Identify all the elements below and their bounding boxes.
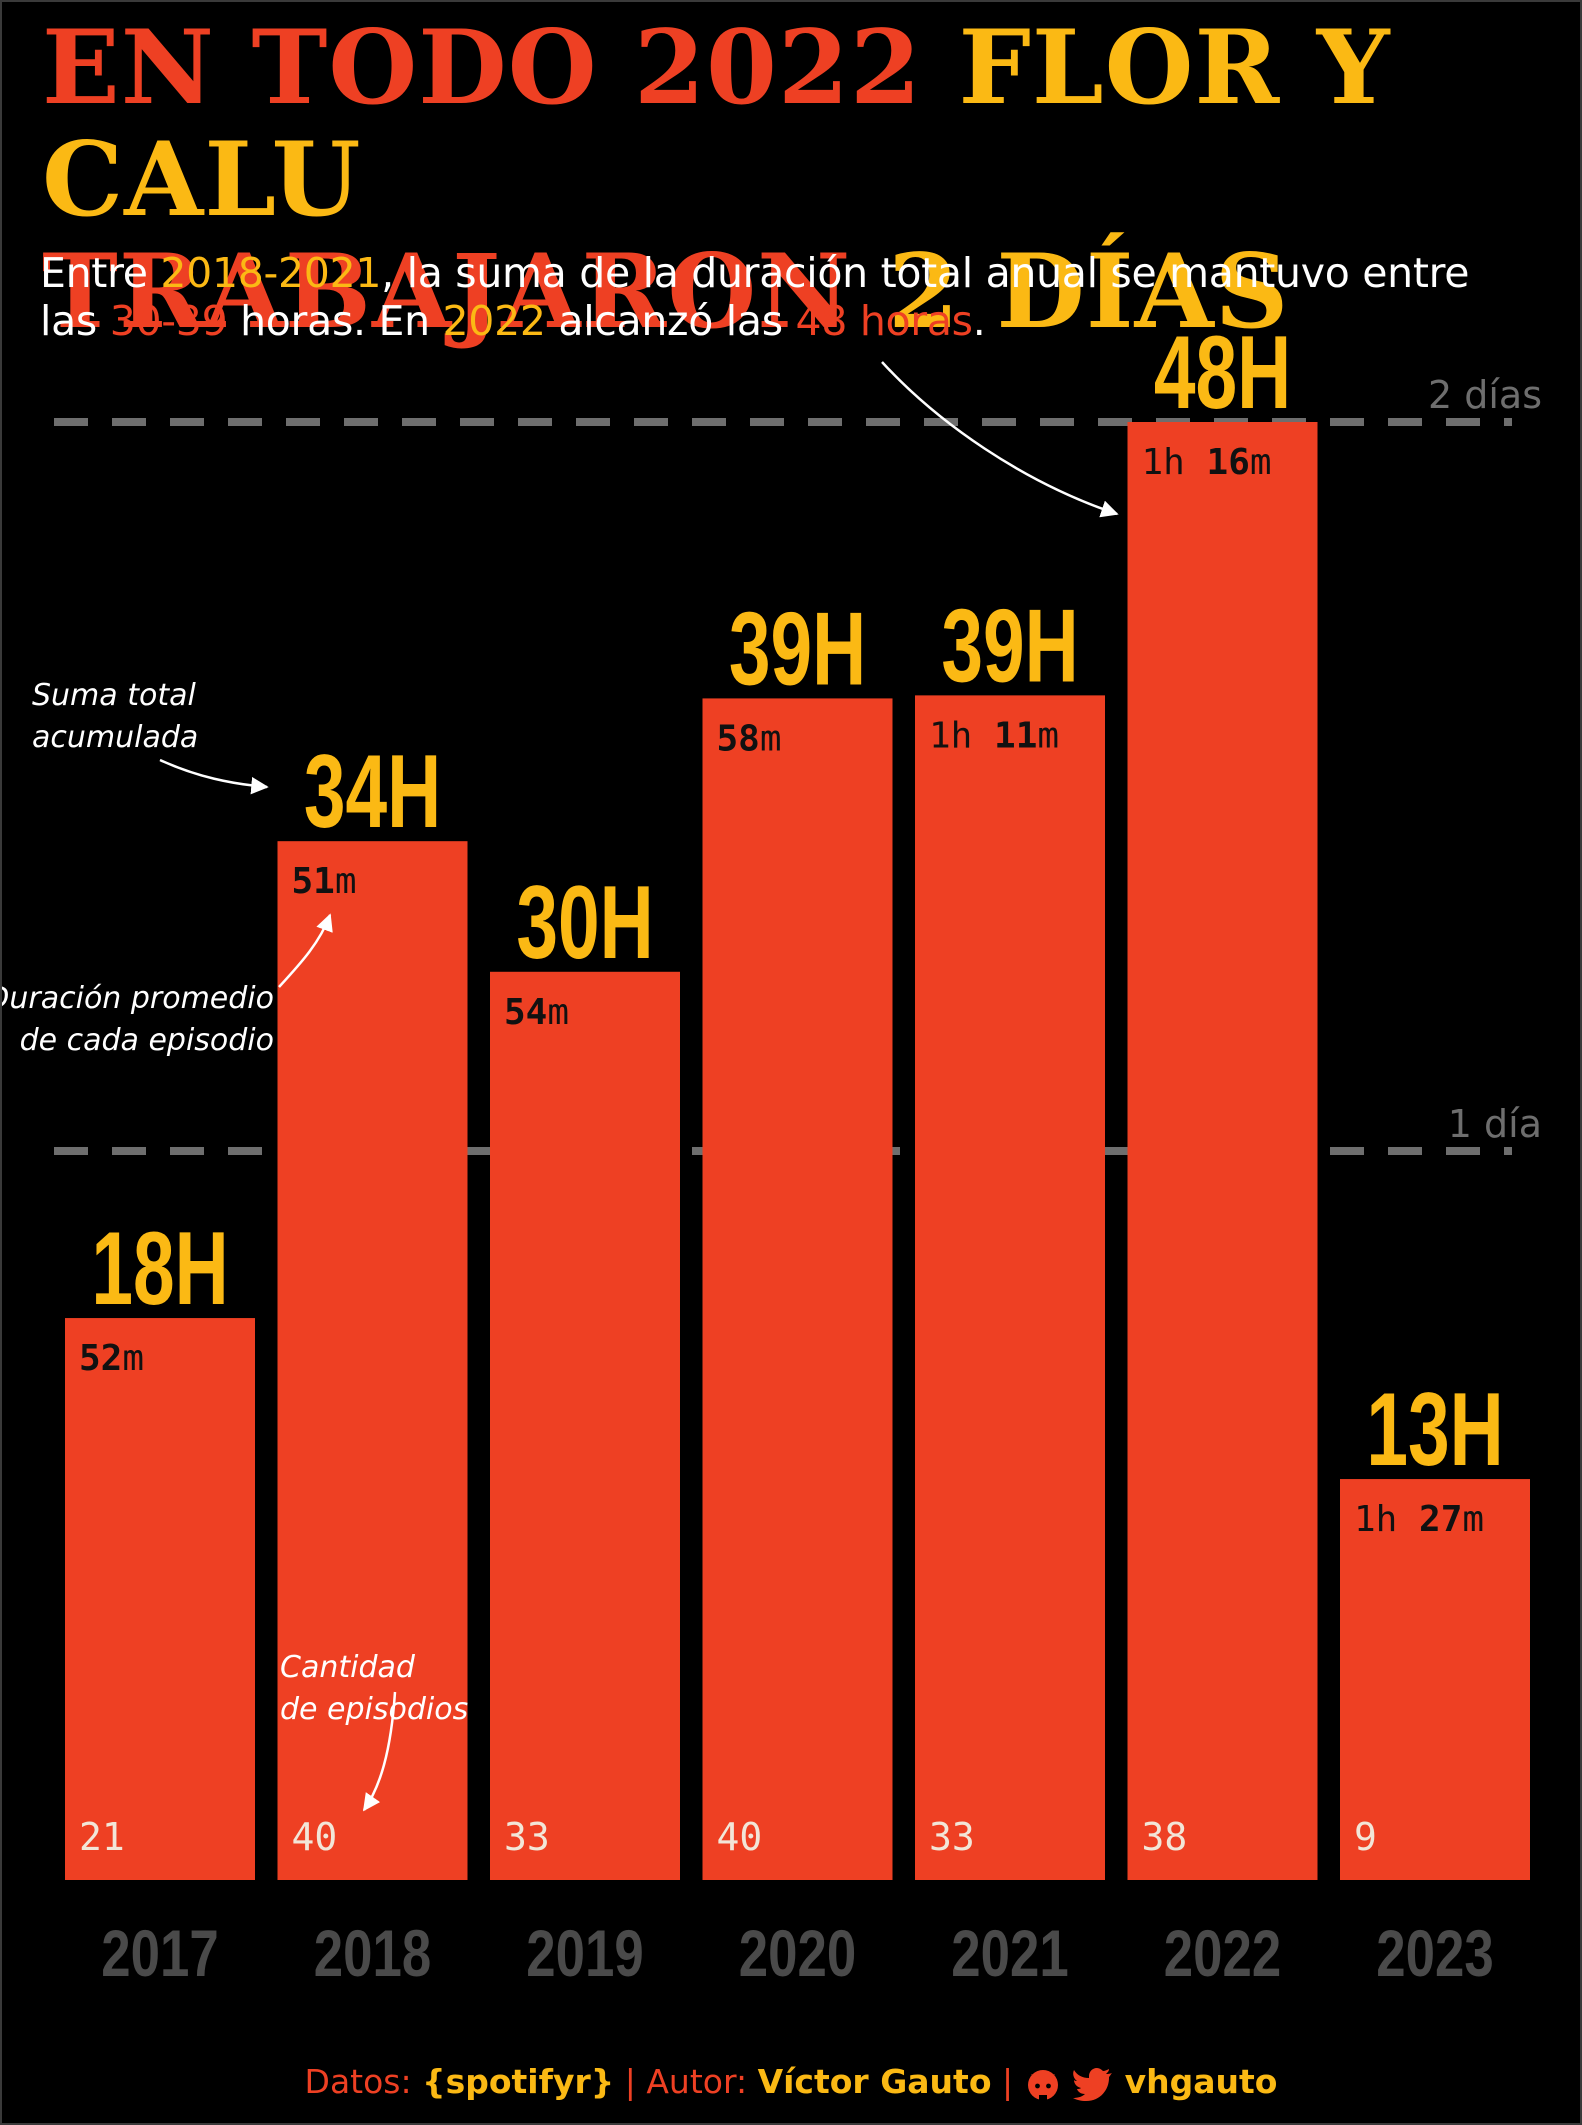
annotation-text: de episodios xyxy=(280,1692,468,1727)
subtitle: Entre 2018-2021, la suma de la duración … xyxy=(40,249,1540,345)
footer-separator: | xyxy=(1002,2062,1024,2101)
bar-2022 xyxy=(1127,422,1318,1880)
annotations: Suma total acumulada Duración promedio de c… xyxy=(2,361,1119,1812)
annotation-text: de cada episodio xyxy=(20,1023,274,1058)
year-label: 2019 xyxy=(526,1916,643,1990)
bar-2019 xyxy=(490,971,680,1880)
year-label: 2020 xyxy=(739,1916,856,1990)
footer-separator: | xyxy=(624,2062,647,2101)
avg-duration-label: 1h 16m xyxy=(1142,442,1272,483)
subtitle-highlight: 2022 xyxy=(442,297,546,345)
annotation-arrow xyxy=(362,1691,397,1812)
avg-duration-label: 51m xyxy=(292,861,357,902)
subtitle-highlight: 2018-2021 xyxy=(160,249,382,297)
total-label: 48H xyxy=(1154,315,1291,431)
episode-count: 33 xyxy=(504,1815,550,1859)
annotation-text: Duración promedio xyxy=(2,981,274,1016)
avg-duration-label: 52m xyxy=(79,1338,144,1379)
title-part: TRABAJARON xyxy=(42,232,888,352)
bar-2017 xyxy=(65,1318,255,1880)
year-label: 2021 xyxy=(951,1916,1068,1990)
bar-2020 xyxy=(702,698,893,1880)
total-label: 39H xyxy=(941,588,1078,704)
avg-duration-label: 1h 27m xyxy=(1354,1499,1484,1540)
bar-2018 xyxy=(277,841,468,1880)
episode-count: 21 xyxy=(79,1815,125,1859)
bar-2021 xyxy=(915,695,1105,1880)
annotation-text: Cantidad xyxy=(280,1650,416,1685)
avg-duration-label: 1h 11m xyxy=(929,715,1059,756)
subtitle-text: , la suma de la duración total anual se … xyxy=(381,249,1470,297)
subtitle-text: Entre xyxy=(40,249,161,297)
year-label: 2022 xyxy=(1164,1916,1281,1990)
footer: Datos: {spotifyr} | Autor: Víctor Gauto … xyxy=(2,2062,1580,2103)
total-label: 13H xyxy=(1366,1372,1503,1488)
total-label: 18H xyxy=(91,1211,228,1327)
autor-value: Víctor Gauto xyxy=(757,2062,992,2101)
twitter-icon[interactable] xyxy=(1072,2065,1114,2103)
episode-count: 33 xyxy=(929,1815,975,1859)
annotation-text: Suma total xyxy=(32,678,196,713)
episode-count: 40 xyxy=(717,1815,763,1859)
datos-value: {spotifyr} xyxy=(422,2062,615,2101)
subtitle-highlight: 48 horas xyxy=(795,297,974,345)
annotation-arrow xyxy=(159,758,269,795)
total-label: 34H xyxy=(304,734,441,850)
episode-count: 38 xyxy=(1142,1815,1188,1859)
subtitle-text: alcanzó las xyxy=(545,297,796,345)
subtitle-text: . xyxy=(972,297,986,345)
subtitle-text: las xyxy=(40,297,110,345)
avg-duration-label: 54m xyxy=(504,992,569,1033)
title-part: 2 DÍAS xyxy=(887,232,1290,352)
year-label: 2017 xyxy=(101,1916,218,1990)
year-label: 2018 xyxy=(314,1916,431,1990)
reference-label: 2 días xyxy=(1428,373,1542,417)
github-icon[interactable] xyxy=(1024,2065,1062,2103)
bars: 18H 52m 21 2017 34H 51m 40 2018 30H 54m 33 2019 39H 5… xyxy=(65,315,1530,1990)
reference-label: 1 día xyxy=(1448,1102,1542,1146)
episode-count: 9 xyxy=(1354,1815,1377,1859)
total-label: 30H xyxy=(516,865,653,981)
title-part: FLOR Y CALU xyxy=(42,8,1391,240)
author-handle[interactable]: vhgauto xyxy=(1124,2062,1278,2101)
annotation-arrow xyxy=(881,361,1119,518)
autor-label: Autor: xyxy=(646,2062,758,2101)
main-title: EN TODO 2022 FLOR Y CALU TRABAJARON 2 DÍ… xyxy=(42,12,1562,348)
episode-count: 40 xyxy=(292,1815,338,1859)
subtitle-highlight: 30-39 xyxy=(109,297,228,345)
bar-2023 xyxy=(1340,1479,1530,1880)
total-label: 39H xyxy=(729,591,866,707)
annotation-arrow xyxy=(278,913,333,988)
year-label: 2023 xyxy=(1376,1916,1493,1990)
subtitle-text: horas. En xyxy=(227,297,443,345)
title-part: EN TODO 2022 xyxy=(42,8,959,128)
avg-duration-label: 58m xyxy=(717,718,782,759)
annotation-text: acumulada xyxy=(32,720,198,755)
datos-label: Datos: xyxy=(304,2062,423,2101)
